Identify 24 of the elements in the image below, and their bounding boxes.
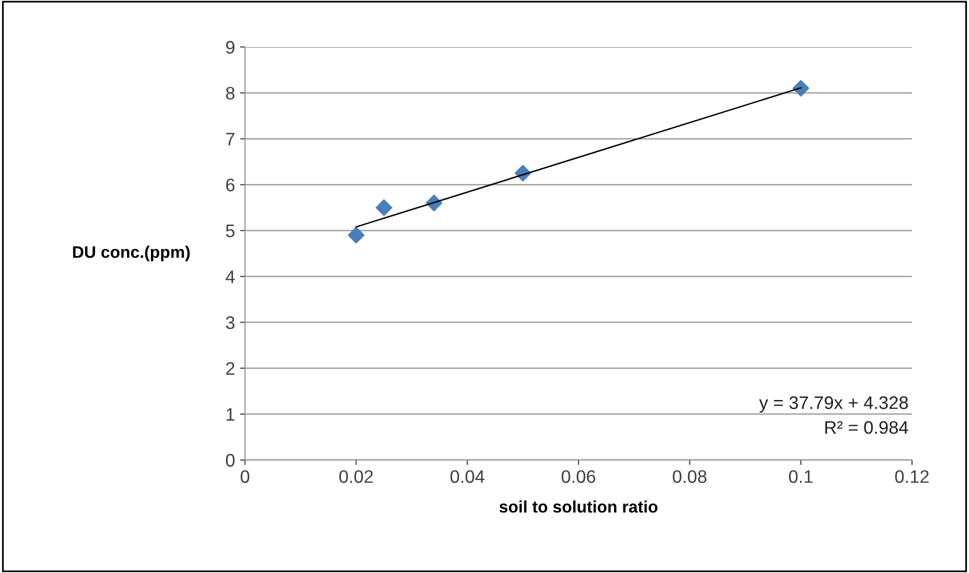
y-tick-label: 9	[226, 40, 234, 54]
point	[376, 199, 392, 216]
x-tick-label: 0.06	[562, 470, 596, 483]
y-tick-label: 5	[226, 224, 235, 238]
point	[348, 226, 364, 244]
x-axis-title: soil to solution ratio	[499, 500, 658, 513]
y-tick-label: 4	[226, 270, 235, 283]
y-tick-label: 1	[226, 408, 234, 421]
point	[792, 80, 810, 97]
x-tick-label: 0.08	[672, 470, 706, 483]
x-tick-label: 0.12	[895, 470, 929, 483]
x-tick-label: 0	[240, 470, 250, 483]
y-tick-label: 8	[226, 86, 234, 100]
y-tick-label: 2	[226, 362, 234, 375]
x-tick-label: 0.1	[788, 470, 813, 483]
x-tick-label: 0.04	[450, 470, 484, 483]
annotation: y = 37.79x + 4.328	[759, 396, 908, 413]
annotation: R² = 0.984	[825, 421, 908, 434]
x-tick-label: 0.02	[339, 470, 373, 483]
y-tick-label: 7	[226, 132, 234, 146]
y-tick-label: 0	[226, 454, 235, 467]
y-tick-label: 6	[226, 178, 234, 192]
y-axis-title: DU conc.(ppm)	[73, 246, 190, 262]
y-tick-label: 3	[226, 316, 234, 330]
